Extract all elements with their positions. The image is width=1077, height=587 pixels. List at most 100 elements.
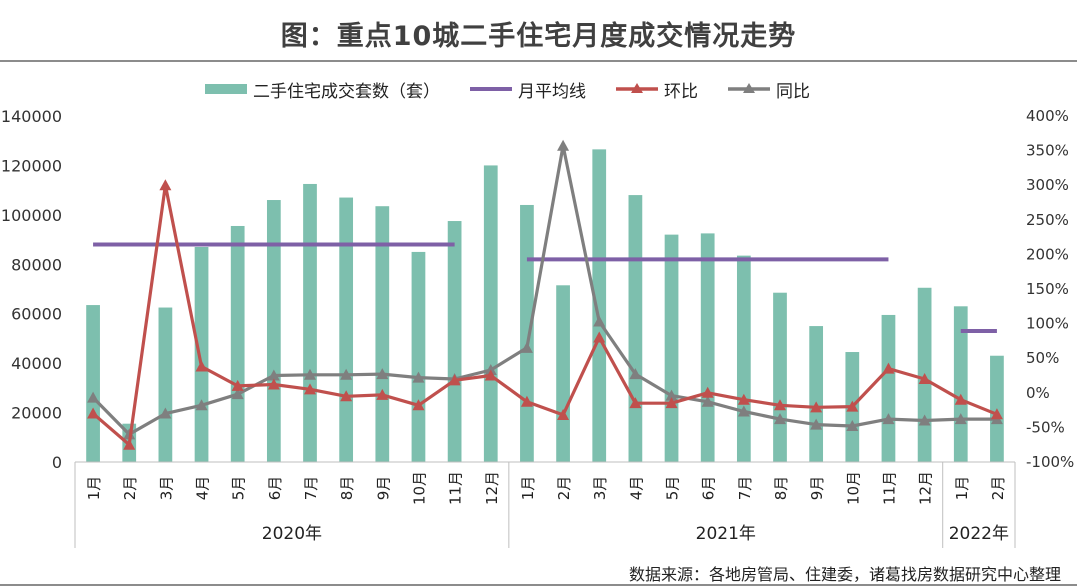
right-axis-tick-label: 350% [1026, 142, 1069, 160]
mom-marker [412, 399, 425, 411]
x-tick-label: 11月 [447, 471, 465, 505]
legend-swatch-avg [470, 87, 512, 91]
x-tick-label: 5月 [230, 476, 248, 501]
x-tick-label: 5月 [664, 476, 682, 501]
mom-marker [882, 362, 895, 374]
legend-item-bar: 二手住宅成交套数（套） [205, 77, 440, 102]
chart-title: 图：重点10城二手住宅月度成交情况走势 [280, 21, 797, 52]
bar-1 [86, 305, 100, 462]
x-tick-label: 1月 [519, 476, 537, 501]
mom-marker [774, 399, 786, 411]
bottom-divider [0, 584, 1077, 586]
mom-marker [159, 179, 172, 191]
bar-23 [881, 314, 896, 462]
mom-marker [448, 374, 461, 386]
x-tick-label: 1月 [85, 476, 103, 501]
yoy-marker [954, 413, 967, 425]
right-axis-tick-label: 0% [1026, 384, 1050, 402]
legend: 二手住宅成交套数（套） 月平均线 环比 同比 [205, 77, 840, 102]
title-divider [0, 60, 1077, 62]
yoy-marker [882, 413, 895, 425]
legend-item-avg: 月平均线 [470, 77, 586, 102]
x-tick-label: 12月 [917, 471, 935, 505]
right-axis-tick-label: 50% [1026, 349, 1059, 367]
x-tick-label: 12月 [483, 471, 501, 505]
x-tick-label: 1月 [953, 476, 971, 501]
bar-10 [411, 251, 426, 462]
mom-marker [990, 408, 1003, 420]
x-tick-label: 3月 [591, 476, 609, 501]
year-label: 2022年 [949, 524, 1009, 544]
bar-5 [230, 225, 245, 462]
right-axis-tick-label: 100% [1026, 315, 1069, 333]
left-axis-tick-label: 120000 [1, 156, 62, 175]
mom-marker [701, 386, 714, 398]
mom-marker [665, 397, 678, 409]
x-tick-label: 8月 [338, 476, 356, 501]
bar-12 [483, 165, 498, 462]
x-tick-label: 7月 [736, 476, 754, 501]
bar-13 [520, 204, 534, 462]
x-tick-label: 7月 [302, 476, 320, 501]
yoy-marker [412, 371, 425, 383]
legend-item-mom: 环比 [616, 77, 698, 102]
right-axis-tick-label: -100% [1026, 453, 1074, 471]
mom-marker [810, 401, 823, 413]
left-axis-tick-label: 40000 [11, 354, 62, 373]
yoy-marker [774, 413, 786, 425]
right-axis-tick-label: -50% [1026, 418, 1065, 436]
bar-3 [158, 307, 173, 462]
mom-marker [593, 331, 606, 343]
x-tick-label: 3月 [157, 476, 175, 501]
mom-marker [954, 393, 967, 405]
year-label: 2021年 [696, 524, 756, 544]
mom-marker [376, 388, 389, 400]
yoy-marker [231, 388, 244, 400]
left-axis-tick-label: 100000 [1, 206, 62, 225]
x-tick-label: 9月 [808, 476, 826, 501]
left-axis-tick-label: 20000 [11, 404, 62, 423]
x-tick-label: 11月 [880, 471, 898, 505]
x-tick-label: 2月 [121, 476, 139, 501]
legend-swatch-bar [205, 84, 247, 94]
x-tick-label: 2月 [989, 476, 1007, 501]
legend-label-yoy: 同比 [776, 81, 810, 102]
x-tick-label: 4月 [194, 476, 212, 501]
yoy-marker [810, 418, 823, 430]
bar-19 [736, 255, 751, 462]
legend-item-yoy: 同比 [728, 77, 810, 102]
year-label: 2020年 [262, 524, 322, 544]
yoy-marker [593, 315, 606, 327]
left-axis-tick-label: 60000 [11, 305, 62, 324]
right-axis-tick-label: 400% [1026, 107, 1069, 125]
x-tick-label: 2月 [555, 476, 573, 501]
left-axis-tick-label: 0 [52, 453, 62, 472]
right-axis-tick-label: 250% [1026, 211, 1069, 229]
legend-swatch-mom [616, 83, 658, 93]
yoy-marker [520, 341, 533, 353]
yoy-marker [918, 414, 931, 426]
mom-marker [340, 390, 353, 402]
mom-marker [629, 397, 642, 409]
right-axis-tick-label: 150% [1026, 280, 1069, 298]
mom-marker [87, 407, 100, 419]
bar-17 [664, 234, 679, 462]
yoy-marker [87, 391, 100, 403]
bar-16 [628, 195, 643, 463]
mom-marker [484, 369, 497, 381]
bar-8 [339, 197, 354, 463]
mom-marker [520, 395, 533, 407]
bar-4 [194, 246, 209, 462]
bar-6 [266, 200, 281, 462]
x-tick-label: 8月 [772, 476, 790, 501]
mom-marker [737, 393, 750, 405]
yoy-marker [267, 369, 280, 381]
mom-marker [195, 360, 208, 372]
yoy-marker [665, 389, 678, 401]
yoy-marker [484, 363, 497, 375]
yoy-marker [701, 395, 714, 407]
bar-11 [447, 221, 462, 462]
x-tick-label: 6月 [266, 476, 284, 501]
left-axis-tick-label: 80000 [11, 255, 62, 274]
